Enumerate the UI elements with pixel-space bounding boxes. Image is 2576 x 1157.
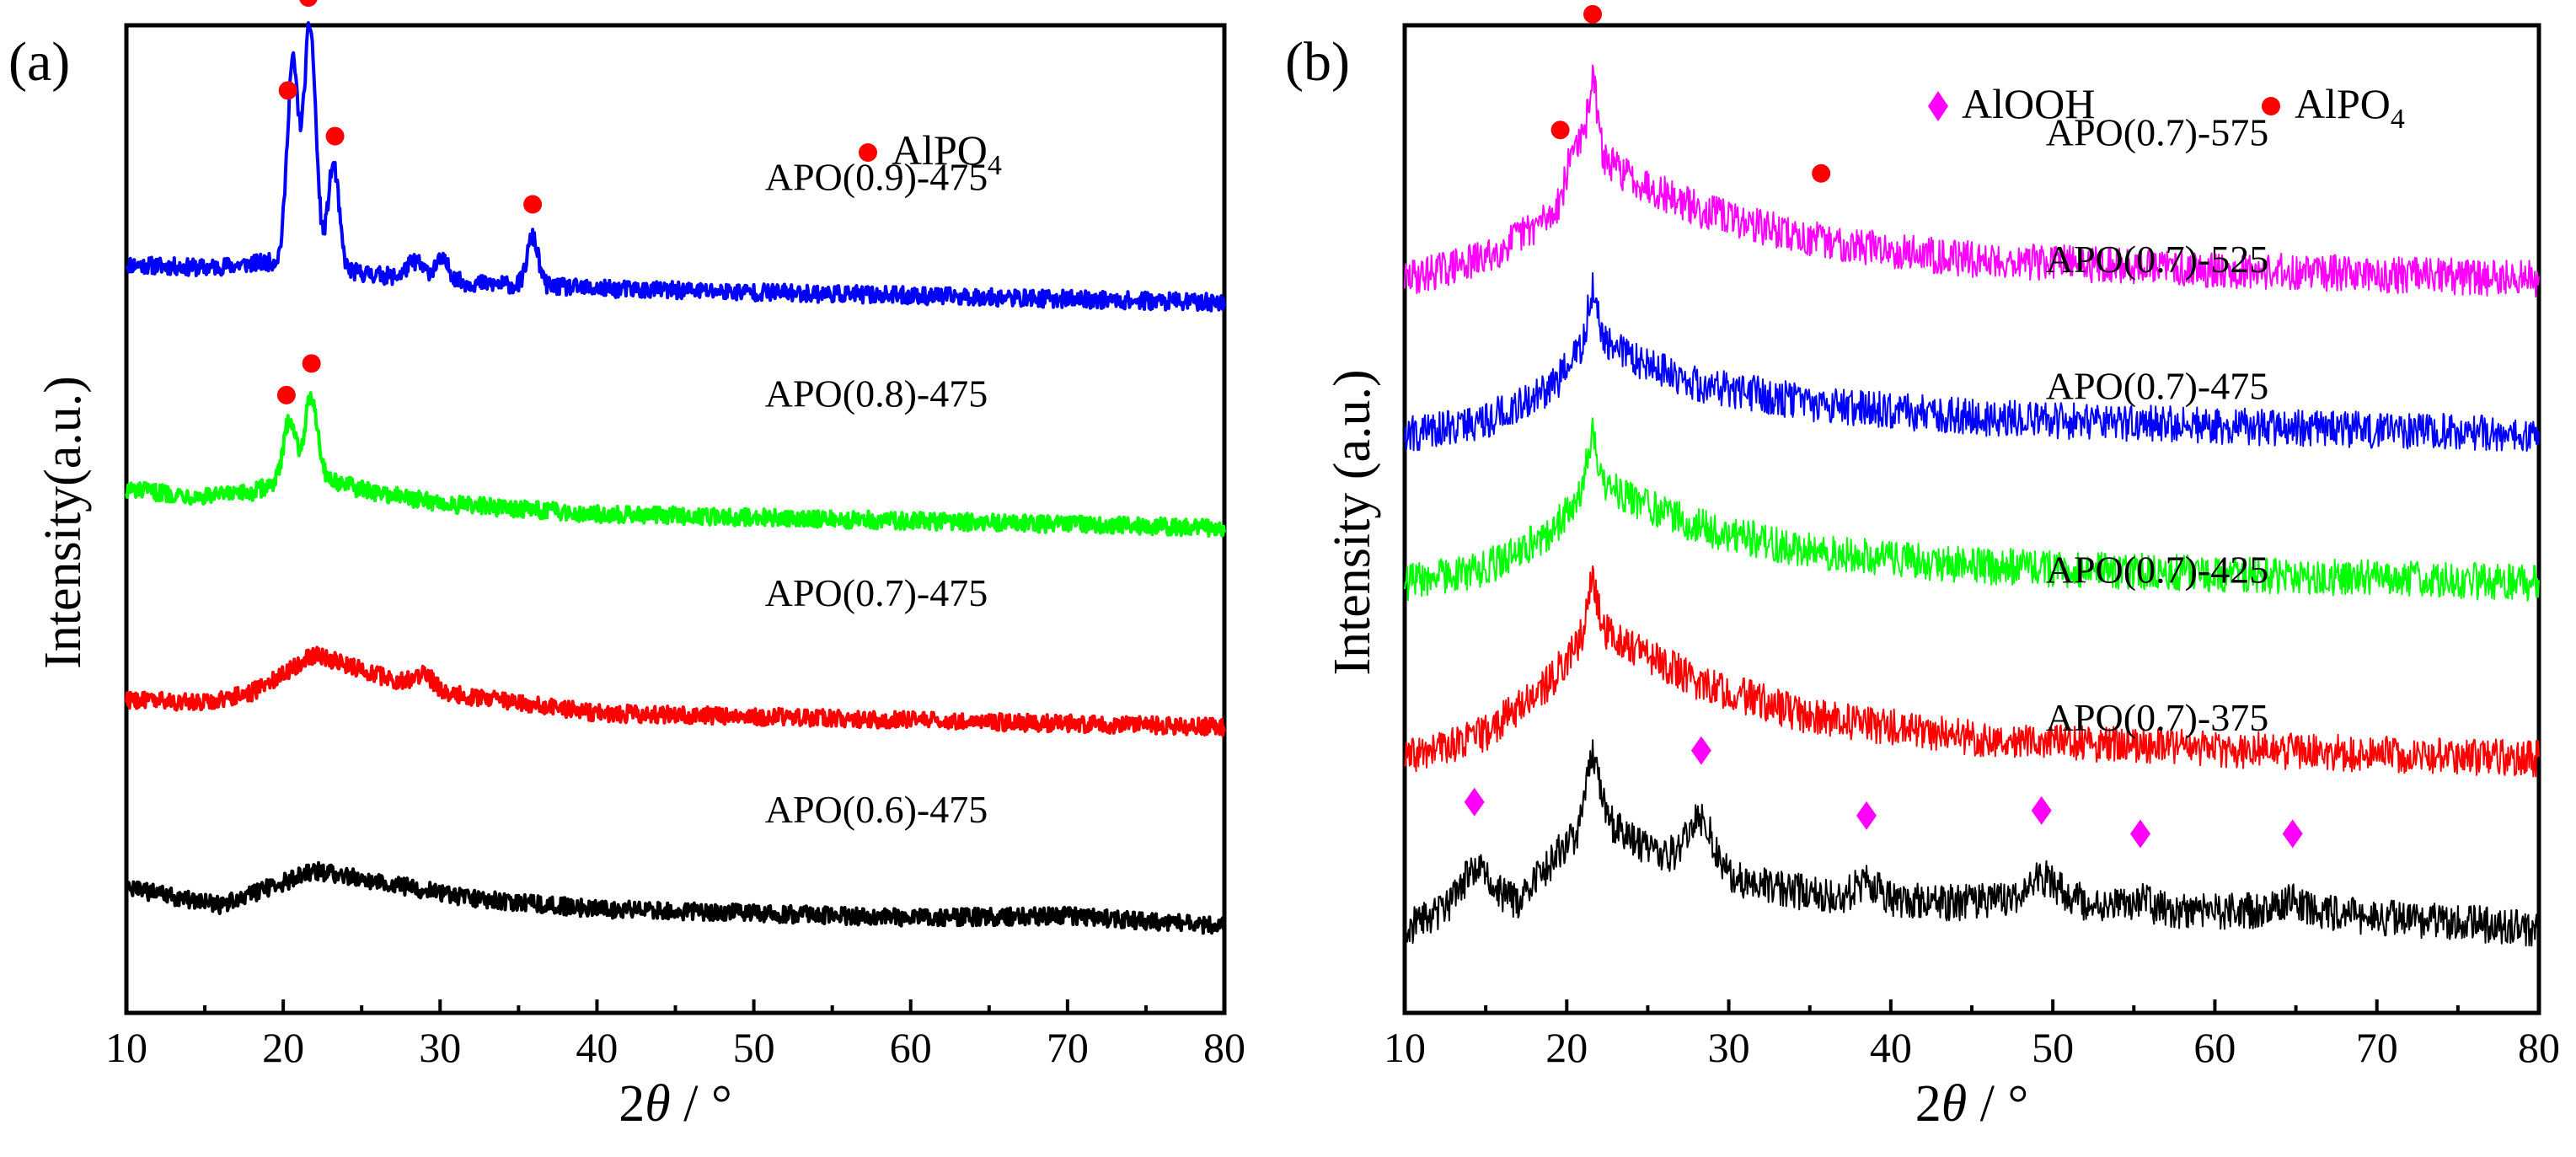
x-tick-label: 60 [2193, 1024, 2236, 1071]
series-line-apo-0-7-575 [1404, 64, 2540, 298]
series-label: APO(0.9)-475 [765, 155, 988, 198]
x-tick-label: 50 [733, 1024, 775, 1071]
series-label: APO(0.7)-425 [2046, 548, 2268, 591]
alpo4-peak-marker [1812, 163, 1831, 183]
legend-diamond-marker [1928, 91, 1948, 121]
x-axis-title-theta: θ [645, 1075, 670, 1133]
alooh-peak-marker [1690, 736, 1711, 765]
x-tick-label: 80 [1203, 1024, 1245, 1071]
series-label: APO(0.7)-575 [2046, 110, 2268, 153]
x-axis-title-prefix: 2 [619, 1075, 645, 1133]
alpo4-peak-marker [278, 81, 297, 100]
legend-label-subscript: 4 [2391, 104, 2405, 135]
alpo4-peak-marker [1583, 4, 1603, 24]
series-line-apo-0-7-475 [125, 645, 1226, 737]
x-axis-title-theta: θ [1941, 1075, 1967, 1133]
legend-label-main: AlOOH [1962, 80, 2095, 127]
alpo4-peak-marker [1550, 121, 1570, 140]
alpo4-peak-marker [276, 385, 296, 404]
y-axis-title: Intensity(a.u.) [35, 376, 92, 669]
x-tick-label: 30 [1708, 1024, 1750, 1071]
legend-label: AlPO4 [892, 126, 1002, 181]
x-axis-title-prefix: 2 [1915, 1075, 1941, 1133]
legend-label-main: AlPO [2295, 80, 2391, 127]
x-axis-title-suffix: / ° [671, 1075, 732, 1133]
series-line-apo-0-9-475 [125, 21, 1226, 313]
x-tick-label: 20 [262, 1024, 304, 1071]
alpo4-peak-marker [299, 0, 318, 8]
x-tick-label: 70 [2356, 1024, 2398, 1071]
series-label: APO(0.6)-475 [765, 788, 988, 831]
x-axis-title-suffix: / ° [1967, 1075, 2028, 1133]
legend-circle-marker [2262, 97, 2280, 115]
legend-label: AlOOH [1962, 80, 2095, 127]
x-tick-label: 40 [1870, 1024, 1912, 1071]
x-axis-title: 2θ / ° [619, 1075, 732, 1133]
alpo4-peak-marker [523, 195, 543, 214]
legend-circle-marker [859, 143, 877, 162]
panel-label: (b) [1285, 31, 1350, 93]
series-label: APO(0.7)-475 [2046, 365, 2268, 408]
plot-frame [1402, 23, 2541, 1015]
alooh-peak-marker [2282, 819, 2303, 849]
legend-label-main: AlPO [892, 126, 988, 174]
alpo4-peak-marker [325, 126, 345, 146]
series-line-apo-0-7-525 [1404, 272, 2540, 453]
x-tick-label: 50 [2032, 1024, 2074, 1071]
x-tick-label: 10 [1384, 1024, 1426, 1071]
x-tick-label: 80 [2518, 1024, 2560, 1071]
alooh-peak-marker [2031, 795, 2052, 825]
x-tick-label: 30 [419, 1024, 461, 1071]
x-tick-label: 60 [890, 1024, 932, 1071]
alooh-peak-marker [1464, 787, 1485, 817]
series-line-apo-0-6-475 [125, 860, 1226, 935]
alooh-peak-marker [1856, 801, 1877, 830]
legend-label-subscript: 4 [988, 150, 1002, 181]
series-line-apo-0-7-475 [1404, 417, 2540, 602]
series-label: APO(0.7)-475 [765, 571, 988, 614]
x-tick-label: 10 [105, 1024, 147, 1071]
panel-label: (a) [8, 31, 70, 93]
x-tick-label: 20 [1545, 1024, 1588, 1071]
panel-b: 10 20 30 40 50 60 70 80 (b) 2θ / ° Intensity (a.u.… [1285, 4, 2560, 1133]
series-line-apo-0-7-375 [1404, 739, 2540, 947]
x-tick-label: 70 [1047, 1024, 1089, 1071]
x-tick-label: 40 [576, 1024, 618, 1071]
series-line-apo-0-8-475 [125, 391, 1226, 538]
series-label: APO(0.7)-375 [2046, 696, 2268, 739]
series-line-apo-0-7-425 [1404, 565, 2540, 778]
alooh-peak-marker [2129, 819, 2150, 849]
legend-label: AlPO4 [2295, 80, 2405, 135]
x-axis-title: 2θ / ° [1915, 1075, 2029, 1133]
alpo4-peak-marker [302, 354, 321, 373]
panel-a: 10 20 30 40 50 60 70 80 (a) 2θ / ° Intensity(a.u.)… [8, 0, 1245, 1133]
y-axis-title: Intensity (a.u.) [1324, 369, 1381, 675]
series-label: APO(0.7)-525 [2046, 238, 2268, 281]
series-label: APO(0.8)-475 [765, 372, 988, 415]
